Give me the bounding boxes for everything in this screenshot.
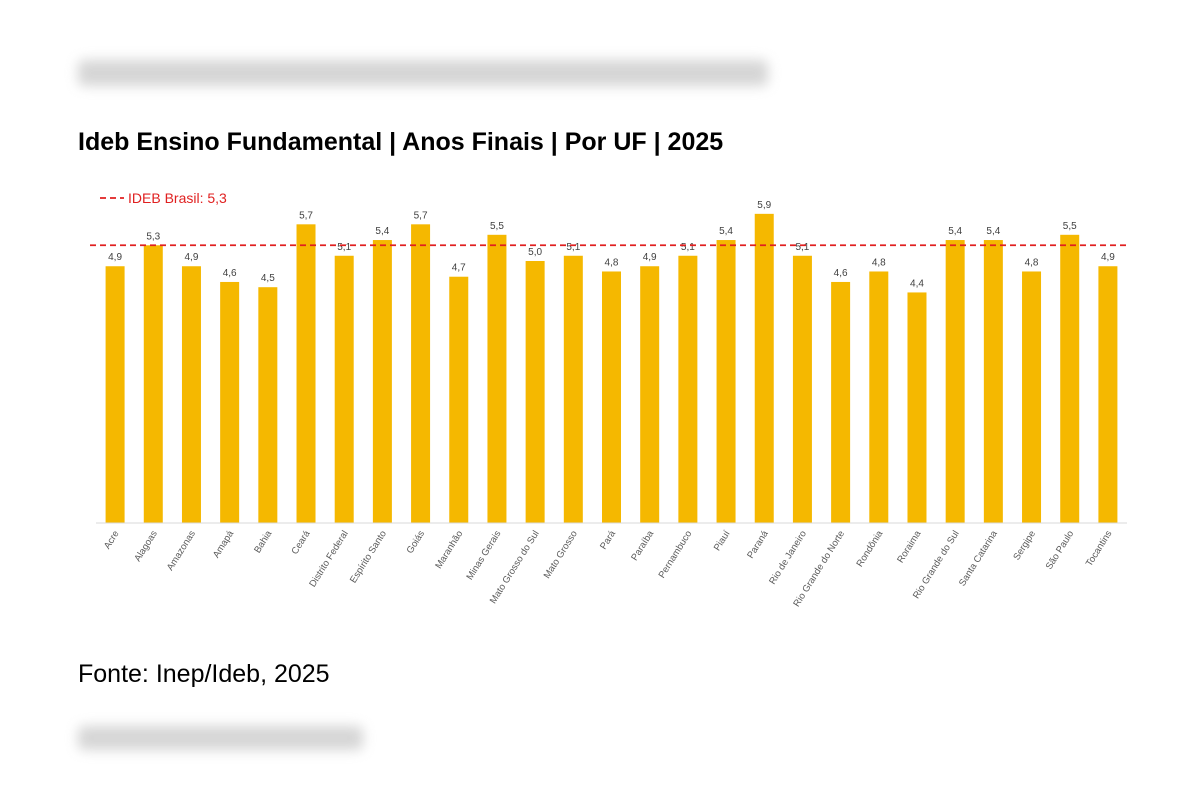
x-tick-label-21: Rondônia — [854, 528, 885, 569]
x-tick-label-9: Goiás — [405, 529, 428, 556]
x-tick-label-14: Pará — [598, 528, 618, 551]
data-label-25: 4,8 — [1025, 257, 1039, 268]
x-tick-label-10: Maranhão — [433, 529, 465, 571]
bar-16 — [678, 255, 698, 523]
data-label-23: 5,4 — [948, 226, 962, 237]
bar-24 — [983, 240, 1003, 524]
bar-20 — [831, 281, 851, 523]
bar-3 — [181, 266, 201, 523]
bar-14 — [602, 271, 621, 523]
data-label-5: 4,5 — [261, 273, 275, 284]
x-tick-label-1: Acre — [102, 529, 122, 551]
bar-25 — [1022, 271, 1042, 523]
x-tick-label-18: Paraná — [745, 528, 771, 560]
bar-10 — [449, 276, 469, 523]
x-tick-label-13: Mato Grosso — [542, 529, 580, 581]
x-tick-label-5: Bahia — [252, 528, 275, 555]
data-label-10: 4,7 — [452, 263, 466, 274]
x-tick-label-27: Tocantins — [1084, 529, 1115, 569]
x-tick-label-6: Ceará — [290, 528, 313, 556]
data-label-16: 5,1 — [681, 242, 695, 253]
reference-legend-label: IDEB Brasil: 5,3 — [128, 190, 227, 206]
x-tick-label-11: Minas Gerais — [465, 529, 504, 582]
x-tick-label-24: Santa Catarina — [957, 528, 1000, 588]
x-tick-label-17: Piauí — [712, 528, 733, 552]
bar-7 — [334, 255, 354, 523]
bar-11 — [487, 234, 507, 524]
bar-21 — [869, 271, 889, 523]
blurred-header-text — [78, 60, 768, 86]
reference-layer: IDEB Brasil: 5,3 — [90, 190, 1127, 247]
data-label-8: 5,4 — [375, 226, 389, 237]
data-label-2: 5,3 — [146, 231, 160, 242]
x-tick-label-16: Pernambuco — [657, 529, 695, 581]
data-label-13: 5,1 — [566, 242, 580, 253]
x-tick-label-3: Amazonas — [165, 529, 198, 573]
x-tick-label-7: Distrito Federal — [307, 529, 350, 589]
source-note: Fonte: Inep/Ideb, 2025 — [78, 660, 330, 688]
bar-4 — [220, 281, 240, 523]
bar-9 — [411, 224, 431, 523]
bar-15 — [640, 266, 660, 523]
x-tick-label-2: Alagoas — [132, 529, 160, 564]
x-tick-label-22: Roraima — [895, 528, 924, 565]
bar-18 — [754, 213, 774, 523]
chart-title: Ideb Ensino Fundamental | Anos Finais | … — [78, 128, 724, 156]
data-label-6: 5,7 — [299, 210, 313, 221]
data-label-24: 5,4 — [986, 226, 1000, 237]
bar-26 — [1060, 234, 1080, 524]
data-label-3: 4,9 — [185, 252, 199, 263]
bar-19 — [792, 255, 812, 523]
bar-23 — [945, 240, 965, 524]
bar-17 — [716, 240, 736, 524]
bar-22 — [907, 292, 927, 523]
bar-27 — [1098, 266, 1118, 523]
data-label-11: 5,5 — [490, 221, 504, 232]
x-tick-label-8: Espírito Santo — [348, 529, 389, 585]
data-label-22: 4,4 — [910, 278, 924, 289]
x-tick-label-25: Sergipe — [1011, 529, 1038, 563]
bars-layer: 4,9 Acre 5,3 Alagoas 4,9 Amazonas 4,6 Amapá 4,5 B… — [102, 200, 1118, 609]
blurred-footer-text — [78, 726, 363, 750]
data-label-1: 4,9 — [108, 252, 122, 263]
data-label-19: 5,1 — [795, 242, 809, 253]
data-label-20: 4,6 — [834, 268, 848, 279]
data-label-21: 4,8 — [872, 257, 886, 268]
bar-13 — [563, 255, 583, 523]
x-tick-label-15: Paraíba — [629, 528, 656, 563]
data-label-18: 5,9 — [757, 200, 771, 211]
bar-6 — [296, 224, 316, 523]
x-tick-label-4: Amapá — [211, 528, 237, 560]
data-label-4: 4,6 — [223, 268, 237, 279]
bar-12 — [525, 261, 545, 523]
bar-1 — [105, 266, 125, 523]
data-label-14: 4,8 — [605, 257, 619, 268]
data-label-27: 4,9 — [1101, 252, 1115, 263]
data-label-26: 5,5 — [1063, 221, 1077, 232]
bar-5 — [258, 287, 278, 523]
data-label-9: 5,7 — [414, 210, 428, 221]
bar-2 — [143, 245, 163, 523]
bar-8 — [372, 240, 392, 524]
x-tick-label-26: São Paulo — [1044, 529, 1077, 572]
data-label-17: 5,4 — [719, 226, 733, 237]
data-label-12: 5,0 — [528, 247, 542, 258]
data-label-15: 4,9 — [643, 252, 657, 263]
x-tick-label-19: Rio de Janeiro — [767, 529, 809, 587]
data-label-7: 5,1 — [337, 242, 351, 253]
